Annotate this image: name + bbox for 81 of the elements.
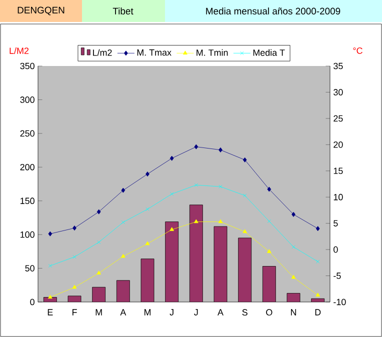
point [72, 226, 76, 231]
x-tick-label: F [72, 309, 77, 316]
y2-tick-label: 10 [334, 194, 343, 200]
point [120, 254, 126, 258]
x-tick-label: J [170, 309, 174, 316]
y-tick-label: 250 [20, 130, 34, 137]
point [218, 147, 222, 152]
legend-label: L/m2 [93, 49, 112, 56]
point [267, 219, 271, 224]
point [170, 156, 174, 161]
point [72, 255, 76, 259]
x-tick-label: J [194, 309, 198, 316]
point [97, 240, 101, 244]
point [96, 209, 101, 214]
x-tick-label: S [242, 309, 248, 316]
point [48, 231, 52, 236]
point [243, 194, 247, 198]
bar [165, 222, 178, 302]
y-tick-label: 50 [25, 265, 34, 272]
bar [262, 266, 276, 302]
bar [238, 238, 252, 302]
y2-tick-label: 5 [334, 220, 338, 226]
bar [116, 280, 130, 302]
bar [214, 226, 227, 302]
x-tick-label: M [144, 309, 150, 316]
y-tick-label: 350 [20, 62, 34, 70]
y-tick-label: 150 [20, 198, 34, 204]
point [96, 270, 102, 275]
point [242, 157, 247, 162]
point [72, 284, 77, 289]
x-tick-label: A [218, 309, 224, 316]
legend-label: M. Tmin [196, 49, 228, 56]
point [242, 229, 248, 234]
point [145, 241, 150, 246]
y-tick-label: 200 [20, 164, 34, 170]
y2-tick-label: -10 [334, 298, 346, 306]
x-tick-label: A [120, 309, 126, 316]
point [146, 172, 150, 177]
point [194, 144, 198, 150]
point [266, 249, 272, 254]
point [218, 184, 222, 188]
chart-subtitle: Tibet [112, 8, 134, 14]
legend-label: M. Tmax [137, 49, 172, 56]
bar [141, 258, 154, 302]
point [218, 219, 223, 224]
point [121, 188, 126, 193]
y2-tick-label: 20 [334, 141, 343, 148]
y2-axis-title: °C [353, 47, 362, 54]
text: Media mensual años 2000-2009 [206, 8, 340, 14]
bar [92, 287, 106, 302]
point [267, 186, 272, 192]
y2-tick-label: 35 [334, 62, 343, 70]
point [170, 192, 174, 196]
x-tick-label: D [315, 309, 321, 316]
point [48, 294, 52, 299]
y2-tick-label: -5 [334, 272, 341, 279]
y-tick-label: 0 [30, 298, 34, 306]
x-tick-label: E [48, 309, 53, 316]
point [292, 245, 296, 249]
y2-tick-label: 25 [334, 115, 343, 122]
point [316, 226, 320, 232]
point [194, 183, 198, 187]
bar [190, 204, 203, 302]
point [194, 219, 198, 224]
y-axis-title: L/M2 [10, 47, 29, 54]
y2-tick-label: 30 [334, 89, 343, 96]
chart-title: DENGQEN [18, 6, 64, 16]
point [146, 207, 150, 211]
y-tick-label: 300 [20, 96, 34, 103]
y2-tick-label: 0 [334, 246, 338, 253]
legend-label: Media T [253, 49, 285, 56]
x-tick-label: M [96, 309, 102, 316]
y2-tick-label: 15 [334, 168, 343, 174]
point [121, 220, 125, 224]
point [316, 292, 320, 297]
x-tick-label: O [266, 309, 272, 316]
point [292, 212, 296, 217]
x-tick-label: N [291, 309, 296, 316]
point [170, 227, 174, 231]
y-tick-label: 100 [20, 231, 34, 238]
point [291, 274, 296, 279]
